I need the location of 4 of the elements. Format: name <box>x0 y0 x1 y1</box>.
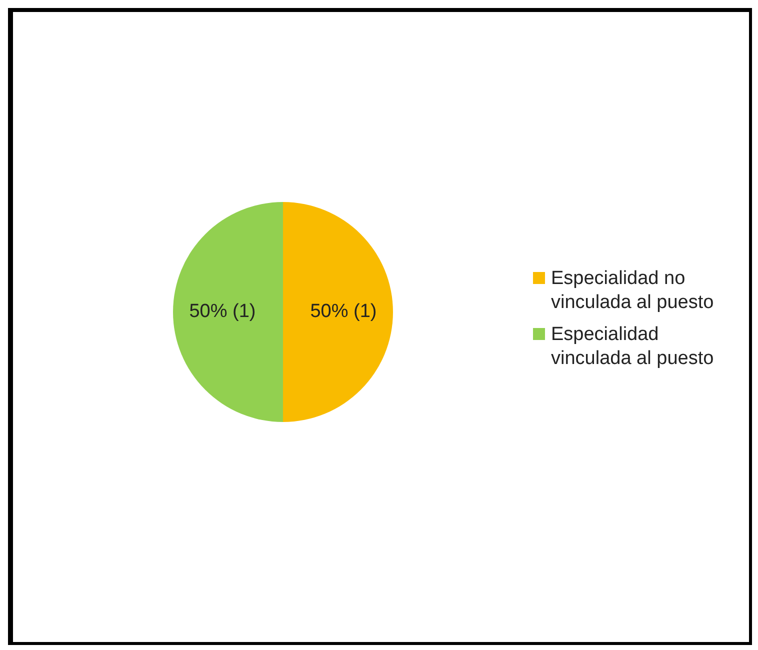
data-label: 50% (1) <box>310 301 377 322</box>
legend-label: Especialidad no vinculada al puesto <box>551 267 715 315</box>
data-label: 50% (1) <box>189 301 256 322</box>
legend-label: Especialidad vinculada al puesto <box>551 323 715 371</box>
